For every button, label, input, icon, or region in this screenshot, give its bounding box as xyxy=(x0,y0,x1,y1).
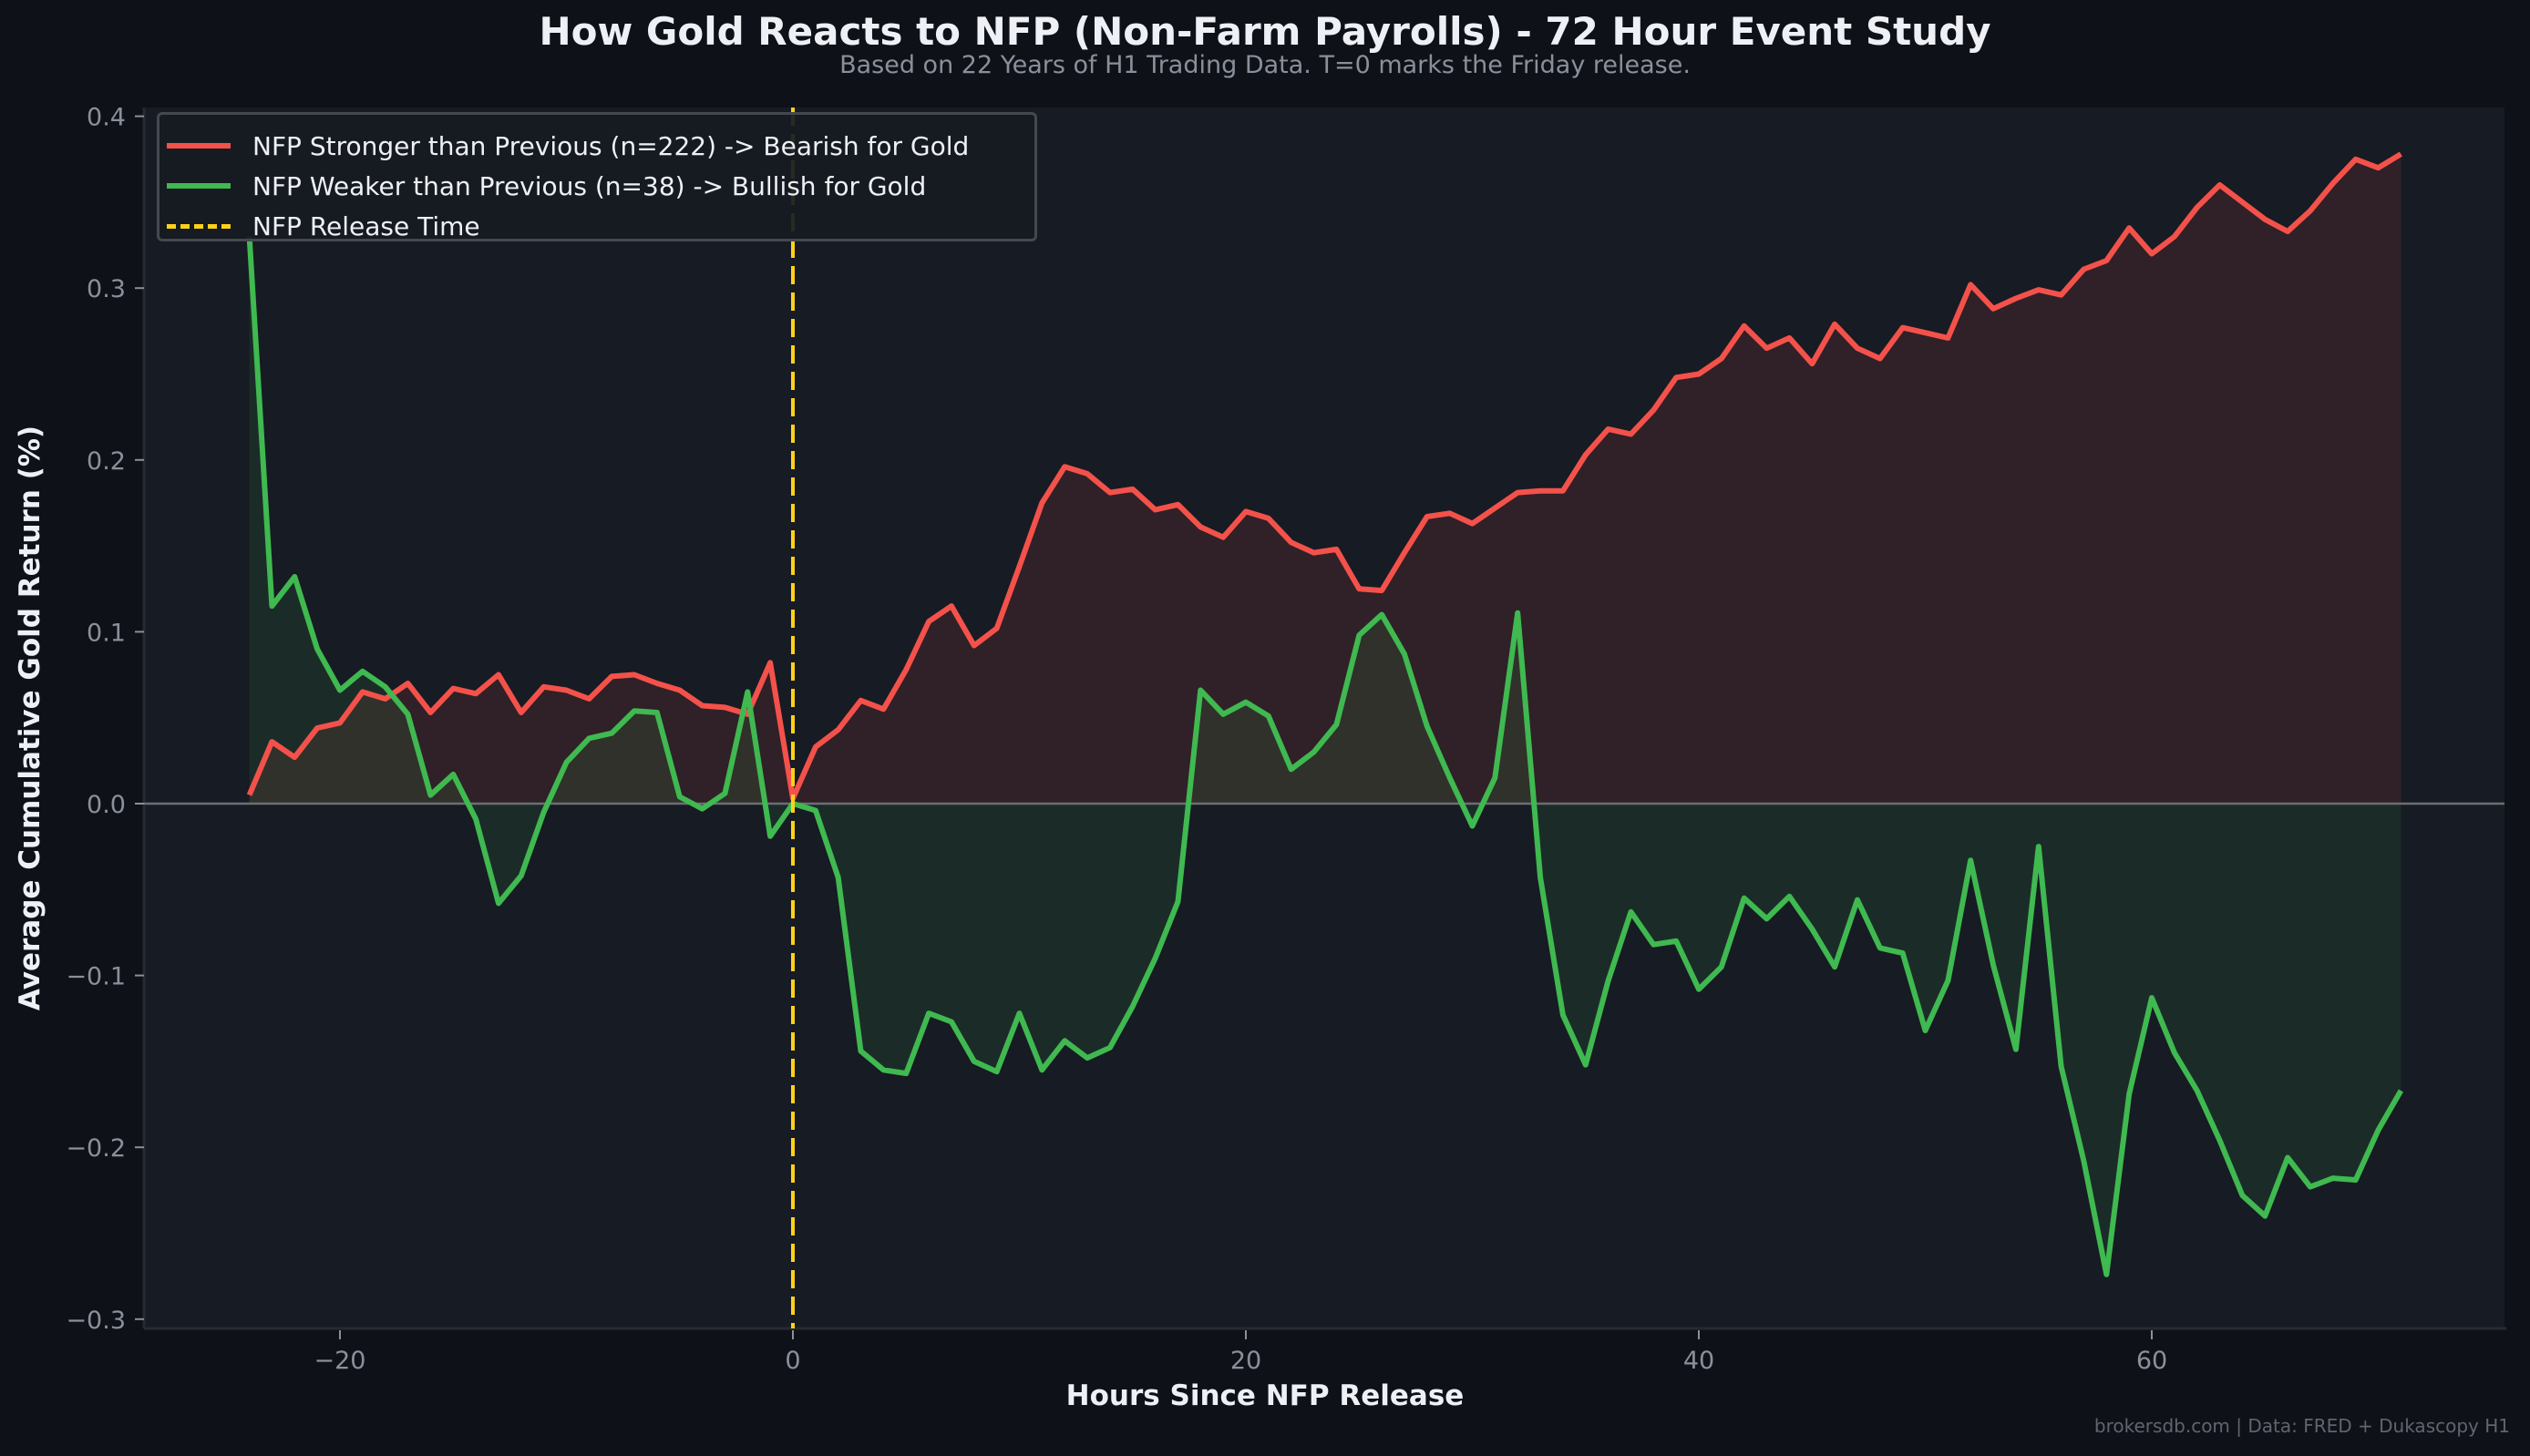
legend-swatch-release xyxy=(167,223,231,229)
y-axis-ticks: 0.4 0.3 0.2 0.1 0.0 −0.1 −0.2 −0.3 xyxy=(66,104,144,1335)
legend-label-release: NFP Release Time xyxy=(252,210,480,241)
x-tick-label: 20 xyxy=(1230,1347,1261,1375)
series-line-stronger xyxy=(246,151,2402,802)
series-line-weaker xyxy=(246,236,2404,1277)
x-axis-label: Hours Since NFP Release xyxy=(1065,1379,1465,1412)
x-axis-ticks: −20 0 20 40 60 xyxy=(314,1330,2167,1375)
series-lines xyxy=(246,151,2404,1277)
x-tick-label: 40 xyxy=(1683,1347,1714,1375)
y-axis-label: Average Cumulative Gold Return (%) xyxy=(14,425,46,1011)
x-tick-label: 60 xyxy=(2136,1347,2167,1375)
chart-title: How Gold Reacts to NFP (Non-Farm Payroll… xyxy=(539,9,1991,54)
area-fill-stronger xyxy=(249,154,2401,805)
y-tick-label: 0.0 xyxy=(87,791,126,819)
legend-swatch-stronger xyxy=(167,143,231,149)
y-tick-label: 0.2 xyxy=(87,447,126,476)
y-tick-label: −0.1 xyxy=(66,963,126,991)
legend-item-stronger: NFP Stronger than Previous (n=222) -> Be… xyxy=(159,126,969,166)
area-fill-weaker xyxy=(249,236,2401,1275)
x-tick-label: 0 xyxy=(785,1347,800,1375)
area-fills xyxy=(249,154,2401,1275)
legend-item-weaker: NFP Weaker than Previous (n=38) -> Bulli… xyxy=(159,166,926,206)
legend: NFP Stronger than Previous (n=222) -> Be… xyxy=(157,112,1037,241)
y-tick-label: 0.3 xyxy=(87,275,126,303)
y-tick-label: −0.3 xyxy=(66,1307,126,1335)
legend-label-stronger: NFP Stronger than Previous (n=222) -> Be… xyxy=(252,130,970,161)
legend-item-release: NFP Release Time xyxy=(159,206,480,246)
y-tick-label: 0.4 xyxy=(87,104,126,132)
plot-background xyxy=(144,108,2504,1328)
legend-label-weaker: NFP Weaker than Previous (n=38) -> Bulli… xyxy=(252,170,927,201)
y-tick-label: −0.2 xyxy=(66,1134,126,1163)
legend-swatch-weaker xyxy=(167,183,231,189)
x-tick-label: −20 xyxy=(314,1347,366,1375)
chart-subtitle: Based on 22 Years of H1 Trading Data. T=… xyxy=(839,51,1691,79)
y-tick-label: 0.1 xyxy=(87,619,126,647)
footer-credit: brokersdb.com | Data: FRED + Dukascopy H… xyxy=(2093,1415,2510,1437)
